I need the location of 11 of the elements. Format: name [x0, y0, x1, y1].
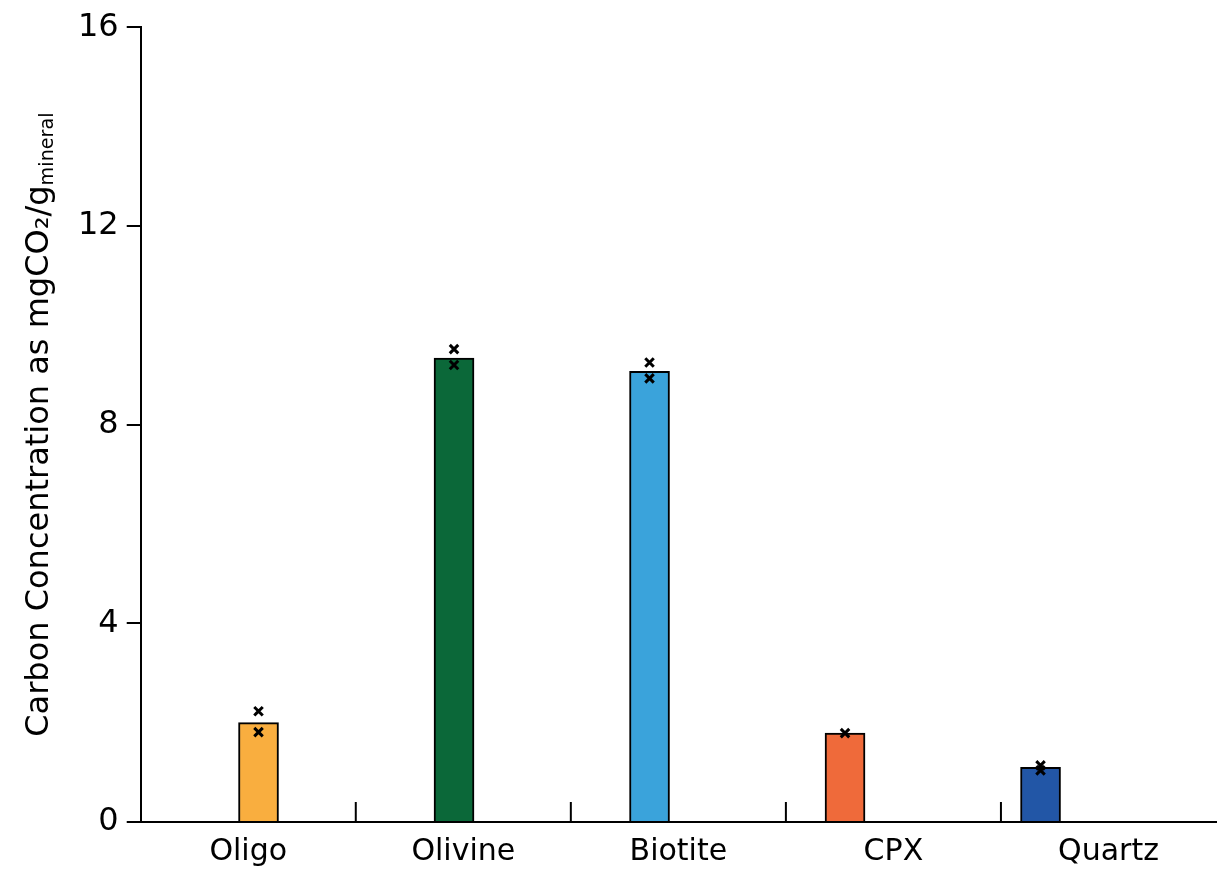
y-tick-label: 4 — [98, 601, 119, 640]
y-tick-label: 16 — [78, 5, 119, 44]
y-tick-label: 8 — [98, 402, 119, 441]
x-tick-label: Oligo — [209, 831, 288, 867]
y-axis-title: Carbon Concentration as mgCO₂/gmineral — [18, 112, 58, 737]
x-tick-label: CPX — [863, 831, 924, 867]
x-tick-label: Biotite — [629, 831, 728, 867]
y-tick-label: 12 — [78, 204, 119, 243]
x-tick-label: Olivine — [411, 831, 516, 867]
y-tick-label: 0 — [98, 800, 119, 839]
x-tick-label: Quartz — [1058, 831, 1159, 867]
